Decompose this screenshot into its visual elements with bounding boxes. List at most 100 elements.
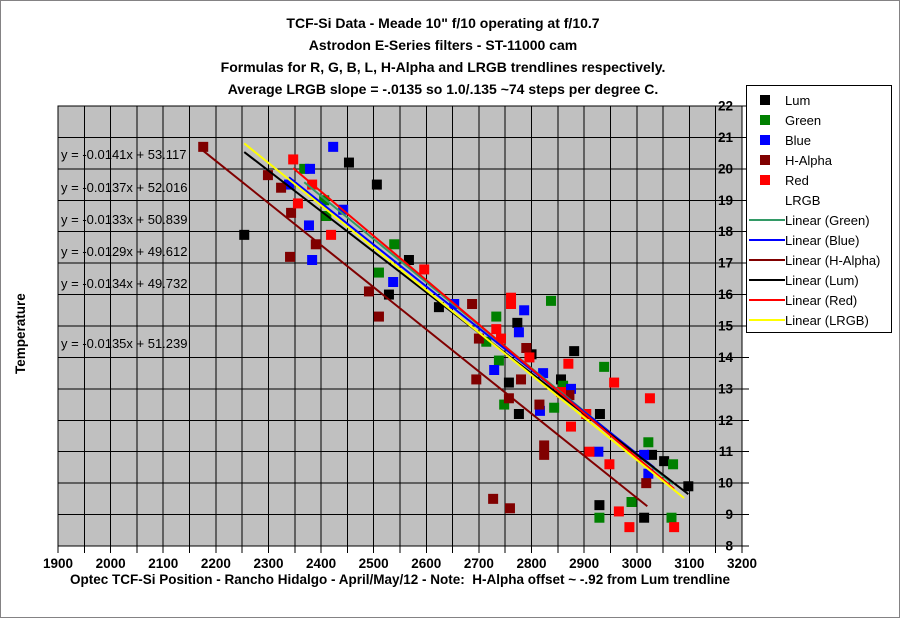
legend-line-swatch <box>747 210 785 230</box>
y-tick-label: 14 <box>718 350 734 365</box>
legend-item-linear-lum-: Linear (Lum) <box>747 270 891 290</box>
point-blue <box>566 383 576 394</box>
trendline-formula-green: y = -0.0137x + 52.016 <box>61 180 188 195</box>
y-tick-label: 9 <box>725 507 733 522</box>
legend-item-linear-blue-: Linear (Blue) <box>747 230 891 250</box>
point-red <box>566 421 576 432</box>
point-red <box>419 264 430 275</box>
x-tick-label: 2500 <box>359 556 389 571</box>
x-tick-label: 2100 <box>148 556 178 571</box>
point-green <box>491 311 502 322</box>
point-red <box>563 358 574 369</box>
y-tick-label: 19 <box>718 193 733 208</box>
point-red <box>669 522 680 533</box>
point-lum <box>639 512 650 523</box>
point-green <box>643 437 654 448</box>
marker-swatch-color <box>760 95 770 105</box>
legend-label: Linear (Green) <box>785 212 870 228</box>
point-red <box>524 352 535 363</box>
marker-swatch-color <box>760 135 770 145</box>
x-tick-label: 2700 <box>464 556 494 571</box>
legend-line-swatch <box>747 270 785 290</box>
chart-title-line-1: TCF-Si Data - Meade 10" f/10 operating a… <box>286 15 600 31</box>
marker-swatch-color <box>760 175 770 185</box>
legend-label: Linear (H-Alpha) <box>785 252 881 268</box>
trendline-formula-red: y = -0.0141x + 53.117 <box>61 147 187 162</box>
y-tick-label: 21 <box>718 130 734 145</box>
y-tick-label: 20 <box>718 161 733 176</box>
trendline-formula-lum: y = -0.0129x + 49.612 <box>61 244 188 259</box>
trendline-linear-red- <box>292 167 675 490</box>
trendline-linear-h-alpha- <box>202 150 648 508</box>
legend-item-linear-green-: Linear (Green) <box>747 210 891 230</box>
point-h-alpha <box>262 170 273 181</box>
legend-label: Lum <box>785 92 811 108</box>
point-blue <box>489 365 500 375</box>
legend-label: Linear (Red) <box>785 292 858 308</box>
legend-empty-swatch <box>747 190 785 210</box>
y-tick-label: 10 <box>718 476 733 491</box>
legend-line-swatch <box>747 230 785 250</box>
point-lum <box>569 346 580 357</box>
legend: Lum Green Blue H-Alpha Red LRGB Linear (Green)… <box>746 85 892 333</box>
point-blue <box>643 468 654 479</box>
point-h-alpha <box>310 239 321 250</box>
point-lum <box>512 317 523 328</box>
x-tick-label: 2600 <box>411 556 441 571</box>
point-blue <box>303 220 314 231</box>
point-blue <box>593 446 604 457</box>
legend-marker-swatch <box>747 90 785 110</box>
legend-label: Linear (Blue) <box>785 232 860 248</box>
marker-swatch-color <box>760 155 770 165</box>
x-tick-label: 2900 <box>569 556 599 571</box>
point-h-alpha <box>641 478 652 489</box>
point-h-alpha <box>285 251 296 262</box>
point-lum <box>433 302 444 313</box>
legend-label: Linear (LRGB) <box>785 312 869 328</box>
legend-label: Red <box>785 172 809 188</box>
point-green <box>481 336 492 347</box>
point-lum <box>503 377 514 388</box>
point-green <box>373 267 384 278</box>
point-lum <box>647 449 658 460</box>
point-h-alpha <box>503 393 514 404</box>
y-tick-label: 13 <box>718 381 734 396</box>
y-tick-label: 15 <box>718 319 734 334</box>
trendline-linear-lrgb- <box>243 142 685 499</box>
trendline-linear-blue- <box>288 176 655 469</box>
chart-title: TCF-Si Data - Meade 10" f/10 operating a… <box>1 12 885 100</box>
point-blue <box>538 368 549 379</box>
point-red <box>584 446 595 457</box>
legend-label: H-Alpha <box>785 152 832 168</box>
point-lum <box>403 255 414 265</box>
y-axis-title: Temperature <box>13 293 28 375</box>
point-green <box>668 459 679 470</box>
point-red <box>604 459 615 470</box>
point-h-alpha <box>473 333 484 344</box>
point-lum <box>513 409 524 419</box>
legend-label: Linear (Lum) <box>785 272 859 288</box>
line-swatch-color <box>749 239 785 241</box>
point-red <box>613 506 624 517</box>
point-h-alpha <box>521 343 532 353</box>
point-lum <box>383 289 394 300</box>
x-tick-label: 2000 <box>96 556 126 571</box>
point-green <box>546 295 557 306</box>
x-tick-label: 2800 <box>517 556 547 571</box>
point-blue <box>307 255 318 265</box>
line-swatch-color <box>749 279 785 281</box>
point-h-alpha <box>504 503 515 514</box>
point-lum <box>659 456 670 467</box>
point-red <box>506 292 517 303</box>
y-tick-label: 16 <box>718 287 734 302</box>
line-swatch-color <box>749 219 785 221</box>
point-h-alpha <box>276 182 287 193</box>
point-h-alpha <box>488 493 499 504</box>
point-h-alpha <box>471 374 482 385</box>
point-h-alpha <box>534 399 545 410</box>
x-axis-title: Optec TCF-Si Position - Rancho Hidalgo -… <box>70 572 730 587</box>
point-red <box>496 333 507 344</box>
point-blue <box>519 305 530 316</box>
line-swatch-color <box>749 259 785 261</box>
